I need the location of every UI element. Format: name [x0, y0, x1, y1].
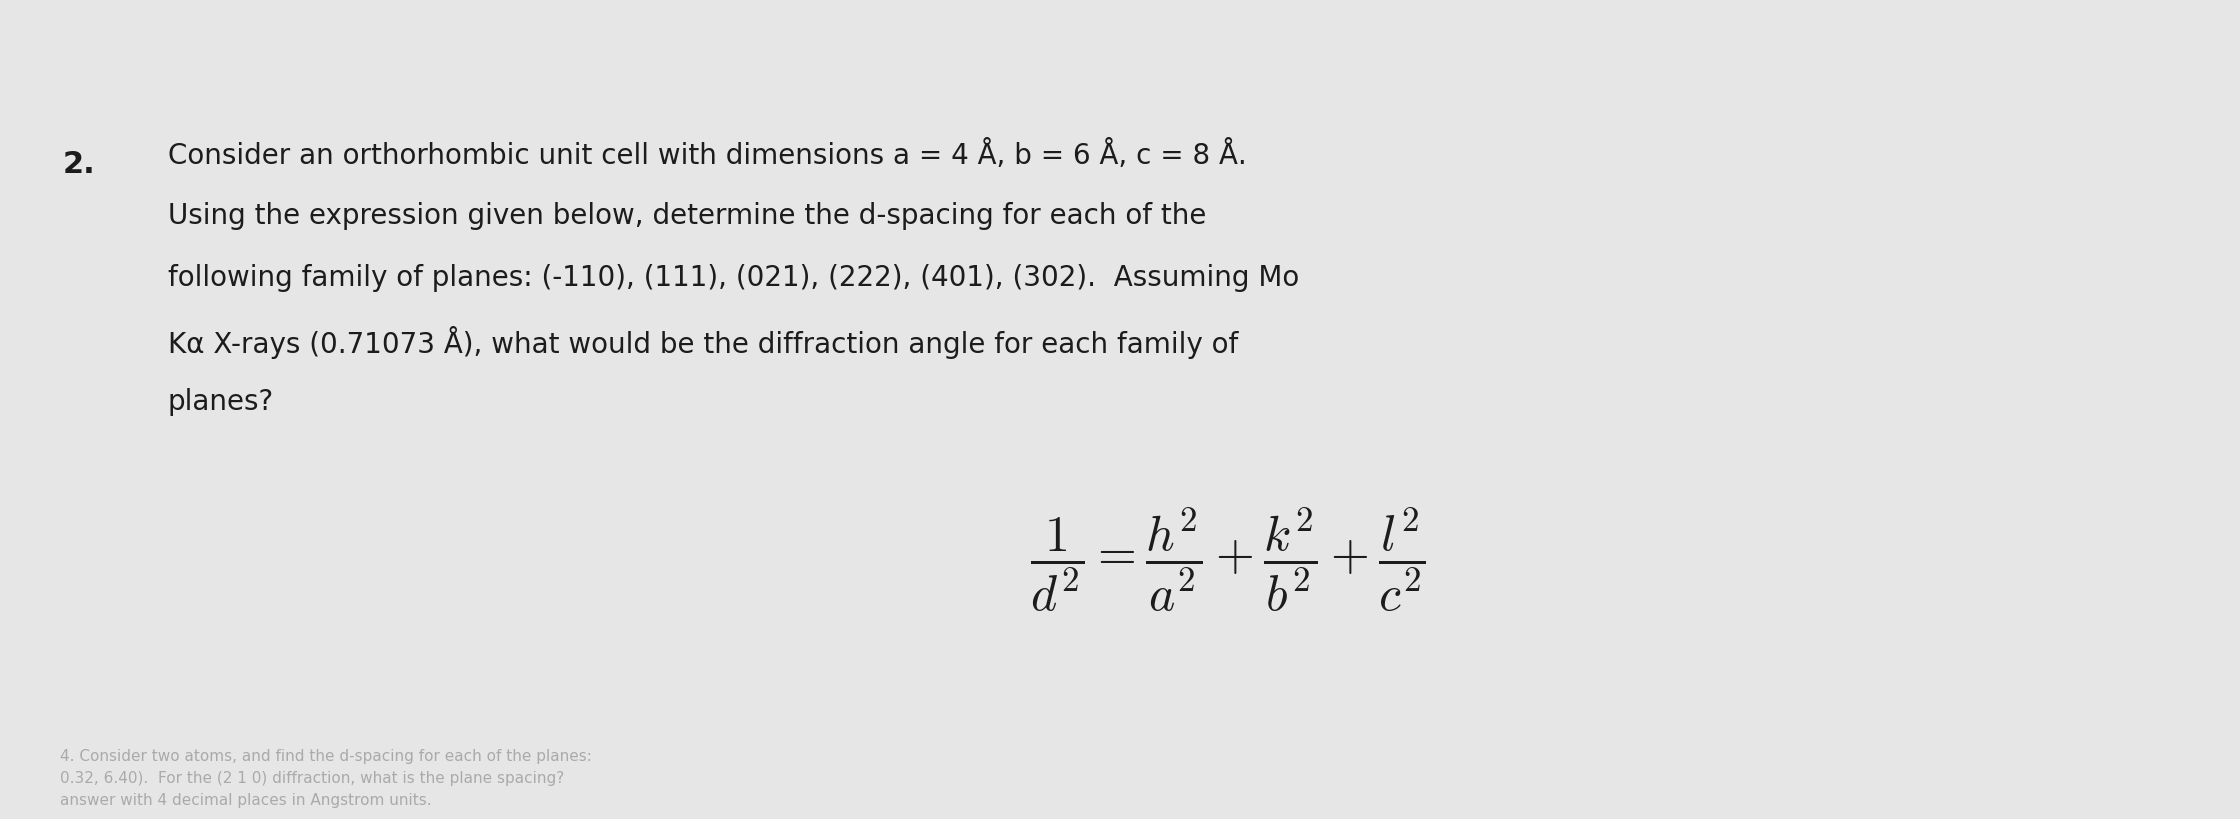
- Text: 2.: 2.: [63, 150, 96, 179]
- Text: planes?: planes?: [168, 388, 273, 416]
- Text: answer with 4 decimal places in Angstrom units.: answer with 4 decimal places in Angstrom…: [60, 793, 432, 808]
- Text: Kα X-rays (0.71073 Å), what would be the diffraction angle for each family of: Kα X-rays (0.71073 Å), what would be the…: [168, 326, 1239, 359]
- Text: Using the expression given below, determine the d-spacing for each of the: Using the expression given below, determ…: [168, 202, 1207, 230]
- Text: $\dfrac{1}{d^2} = \dfrac{h^2}{a^2} + \dfrac{k^2}{b^2} + \dfrac{l^2}{c^2}$: $\dfrac{1}{d^2} = \dfrac{h^2}{a^2} + \df…: [1030, 505, 1427, 614]
- Text: 0.32, 6.40).  For the (2 1 0) diffraction, what is the plane spacing?: 0.32, 6.40). For the (2 1 0) diffraction…: [60, 771, 564, 786]
- Text: following family of planes: (-110), (111), (021), (222), (401), (302).  Assuming: following family of planes: (-110), (111…: [168, 264, 1299, 292]
- Text: 4. Consider two atoms, and find the d-spacing for each of the planes:: 4. Consider two atoms, and find the d-sp…: [60, 749, 591, 764]
- Text: Consider an orthorhombic unit cell with dimensions a = 4 Å, b = 6 Å, c = 8 Å.: Consider an orthorhombic unit cell with …: [168, 140, 1248, 170]
